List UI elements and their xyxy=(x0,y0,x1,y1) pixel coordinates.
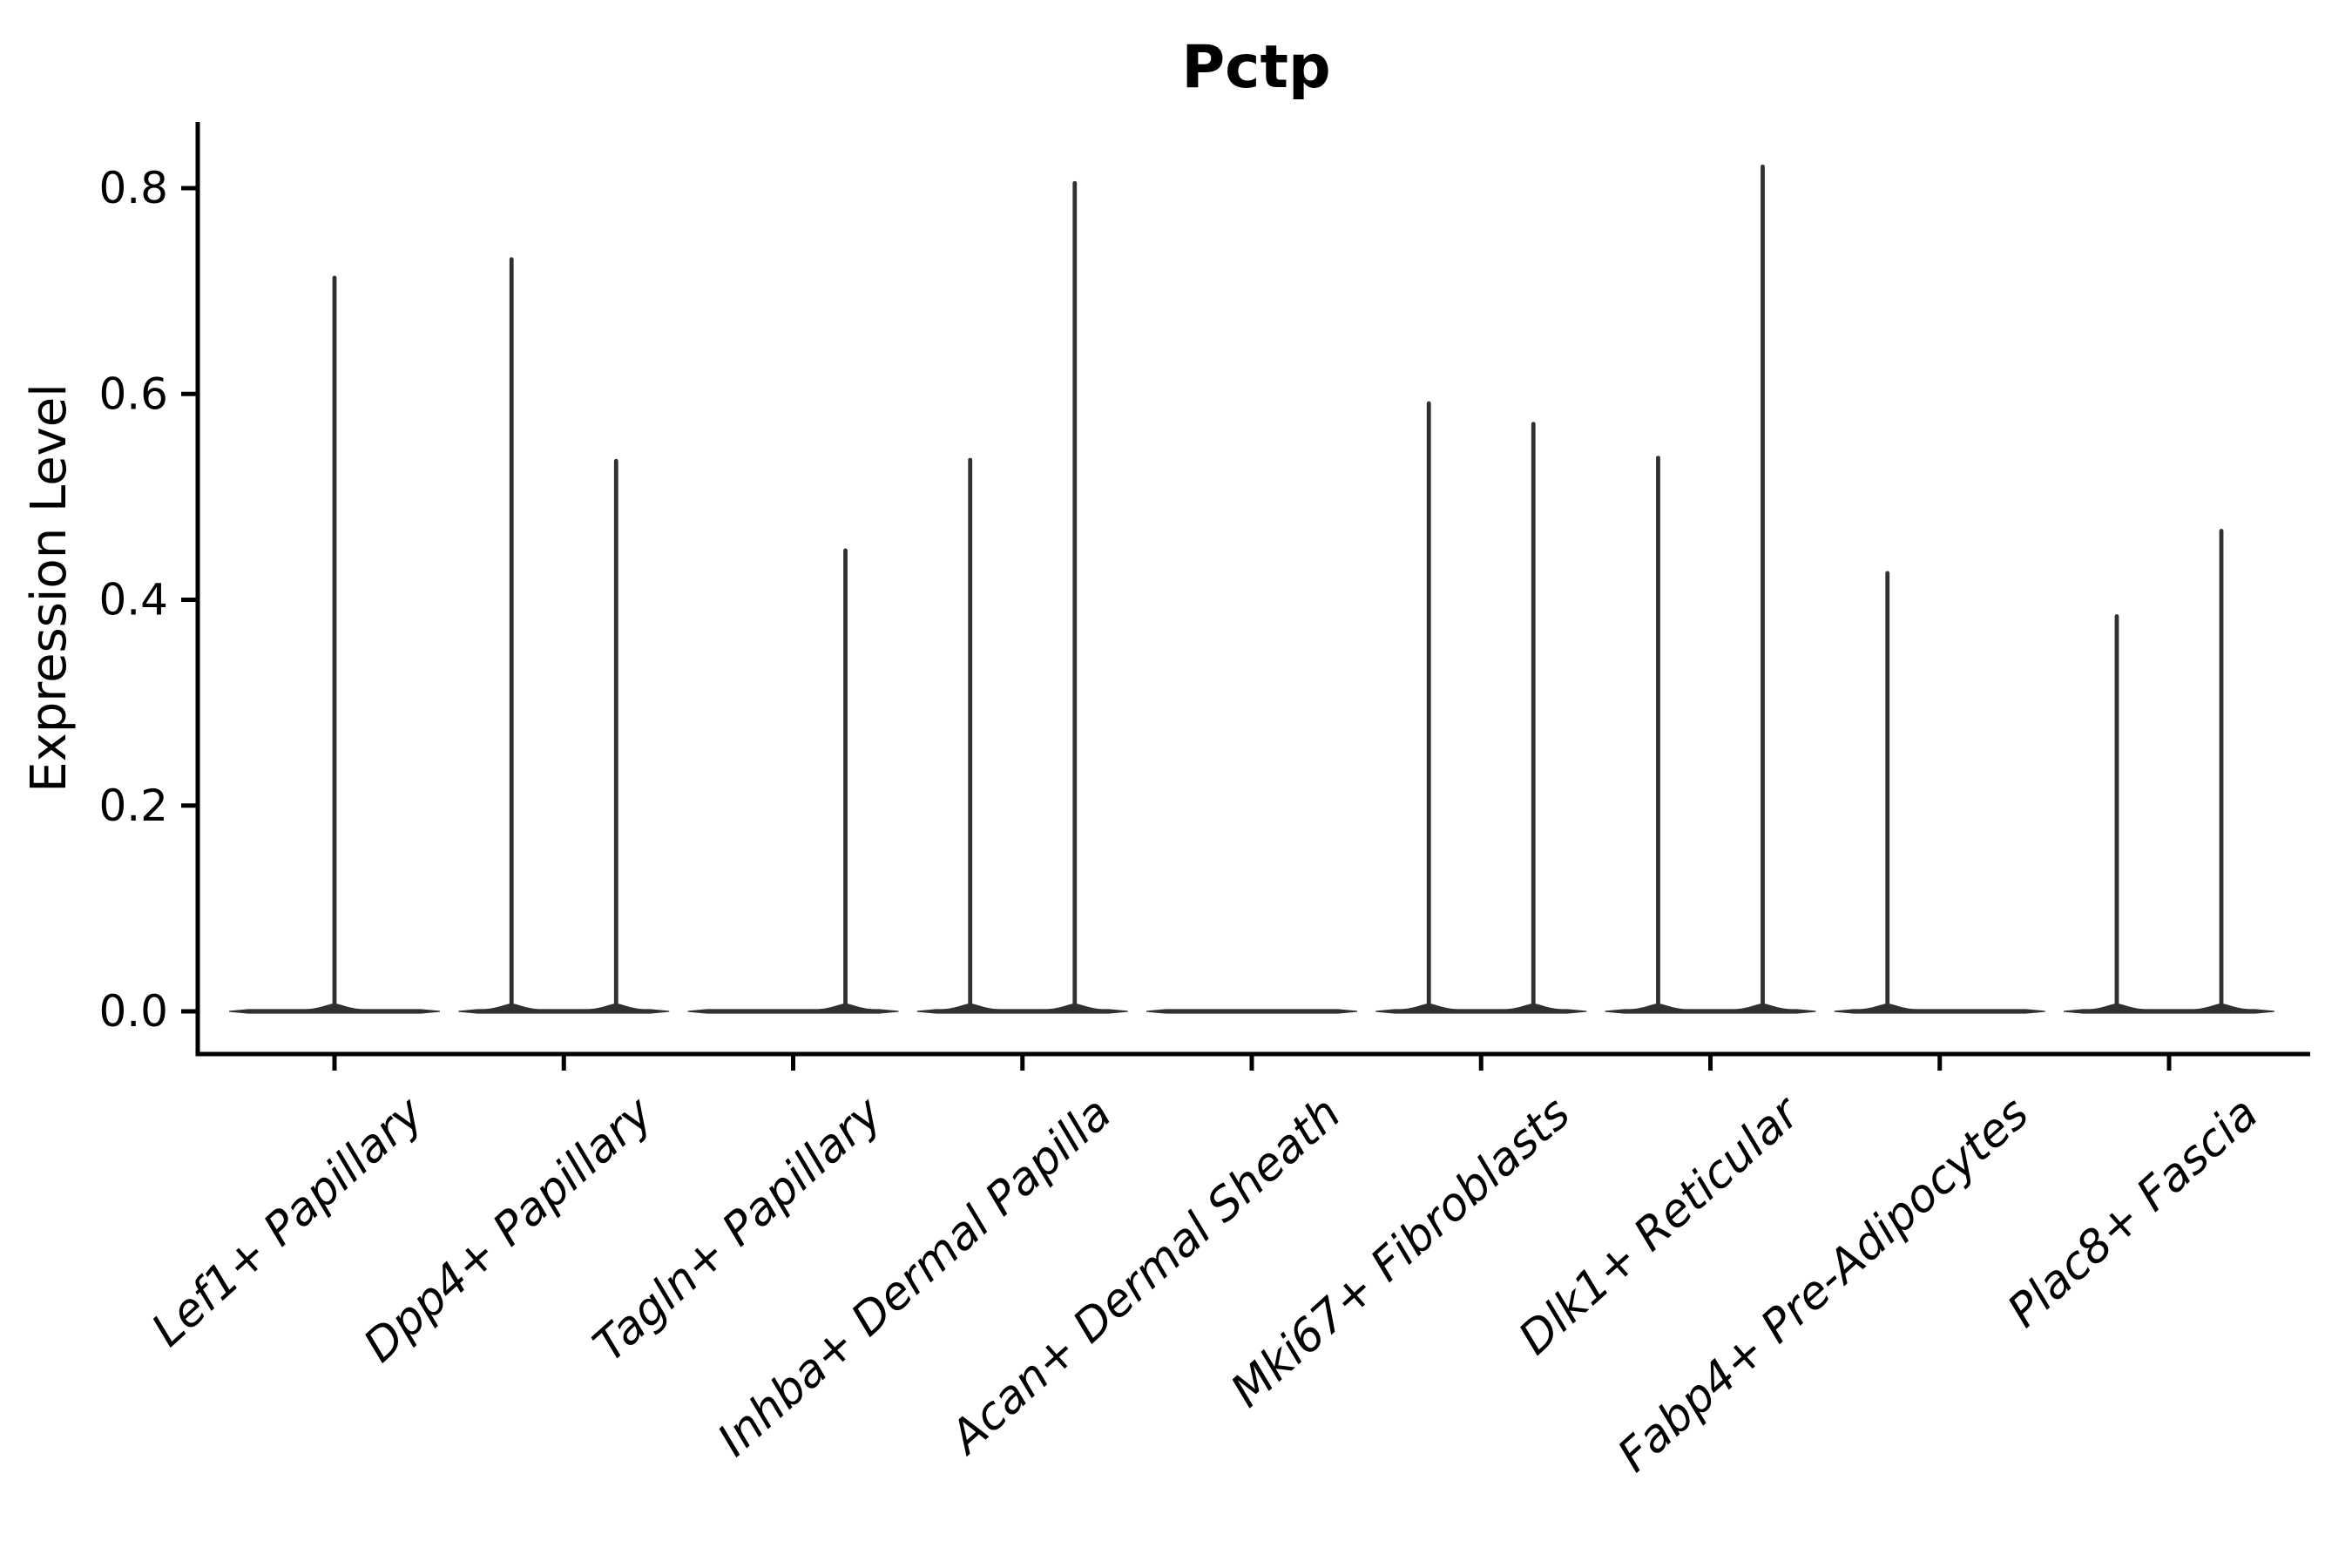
violin-shoulder xyxy=(936,1004,1004,1014)
y-tick-label: 0.2 xyxy=(98,781,168,831)
violin xyxy=(229,275,440,1014)
y-tick-label: 0.0 xyxy=(98,986,168,1037)
violin-shoulder xyxy=(301,1004,368,1014)
violin-shoulder xyxy=(812,1004,879,1014)
violin-shoulder xyxy=(1729,1004,1796,1014)
violin xyxy=(1834,571,2045,1014)
violin xyxy=(2064,529,2274,1014)
y-tick-label: 0.4 xyxy=(98,575,168,625)
x-tick-label: Plac8+ Fascia xyxy=(1998,1087,2268,1338)
violin xyxy=(1375,401,1587,1014)
violin-shoulder xyxy=(1854,1004,1921,1014)
violin-shoulder xyxy=(1396,1004,1463,1014)
chart-title: Pctp xyxy=(1181,33,1330,102)
violin-baseline xyxy=(1146,1009,1357,1014)
violin-shoulder xyxy=(2083,1004,2150,1014)
violin-shoulder xyxy=(583,1004,650,1014)
x-tick-label: Acan+ Dermal Sheath xyxy=(939,1087,1351,1465)
violin-shoulder xyxy=(1625,1004,1692,1014)
violin xyxy=(687,548,899,1014)
violin xyxy=(916,180,1128,1014)
violin xyxy=(458,257,670,1014)
y-tick-label: 0.8 xyxy=(98,163,168,213)
x-tick-label: Inhba+ Dermal Papilla xyxy=(708,1087,1122,1467)
x-tick-label: Fabp4+ Pre-Adipocytes xyxy=(1608,1087,2038,1483)
violin-shoulder xyxy=(1500,1004,1567,1014)
y-axis-label: Expression Level xyxy=(21,383,78,793)
violins-layer xyxy=(229,164,2274,1014)
violin-shoulder xyxy=(2188,1004,2255,1014)
violin xyxy=(1605,164,1816,1014)
violin-shoulder xyxy=(478,1004,545,1014)
y-axis-ticks: 0.0 0.2 0.4 0.6 0.8 xyxy=(98,163,198,1037)
y-tick-label: 0.6 xyxy=(98,368,168,419)
violin-shoulder xyxy=(1041,1004,1108,1014)
violin xyxy=(1146,1009,1357,1014)
